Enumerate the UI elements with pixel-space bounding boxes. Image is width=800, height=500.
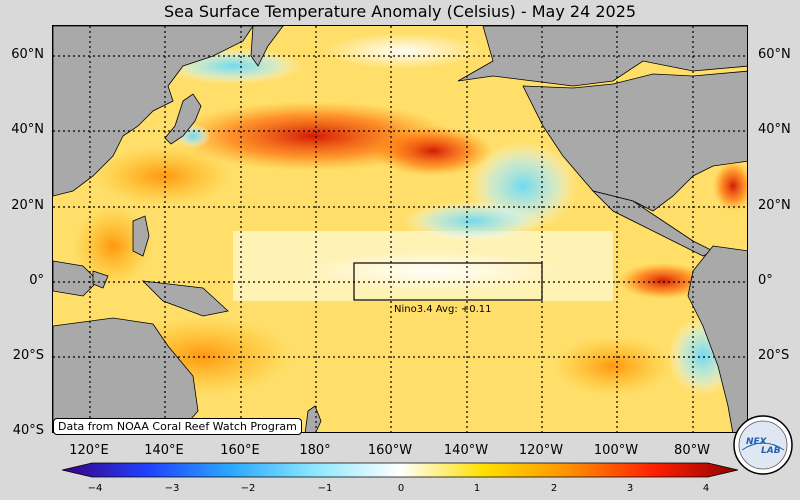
warm-anomaly-southeast [553,336,673,396]
lat-label-60n-left: 60°N [11,47,44,62]
data-source-note: Data from NOAA Coral Reef Watch Program [53,418,302,435]
hot-anomaly-central-north [373,126,493,176]
logo-orbit-arc [741,442,785,451]
hot-anomaly-east-pacific [618,263,708,299]
nino34-box[interactable] [353,262,543,301]
lat-label-20n-left: 20°N [11,198,44,213]
logo-text-lab: LAB [761,446,781,456]
logo-text-nex: NEX [746,437,768,447]
colorbar-tick-neg1: −1 [317,483,333,494]
land-philippines [132,215,150,257]
colorbar-tick-1: 1 [473,483,481,494]
nino34-label: Nino3.4 Avg: +0.11 [394,304,492,315]
graticule [53,26,747,432]
land-australia [53,317,199,432]
lon-label-100w: 100°W [593,443,639,458]
pale-anomaly-equator [303,251,563,291]
land-new-guinea [141,280,229,317]
lat-label-40n-right: 40°N [758,122,791,137]
lon-label-160w: 160°W [367,443,413,458]
lat-label-20n-right: 20°N [758,198,791,213]
colorbar [62,462,738,478]
colorbar-tick-3: 3 [626,483,634,494]
land-asia [53,26,254,197]
warm-anomaly-kuroshio [93,146,233,206]
land-sulawesi [92,270,109,289]
cool-anomaly-subtropical [403,201,543,241]
lat-label-20s-left: 20°S [12,348,44,363]
nexlab-logo[interactable]: NEX LAB [732,414,794,476]
land-new-zealand [304,405,322,432]
lon-label-140e: 140°E [144,443,184,458]
land-north-america [522,70,747,212]
land-south-america [687,245,747,432]
colorbar-tick-4: 4 [702,483,710,494]
lon-label-160e: 160°E [220,443,260,458]
map-title: Sea Surface Temperature Anomaly (Celsius… [163,2,637,21]
colorbar-tick-0: 0 [397,483,405,494]
colorbar-tick-neg4: −4 [87,483,103,494]
lon-label-120w: 120°W [518,443,564,458]
sst-anomaly-map[interactable]: Nino3.4 Avg: +0.11 [52,25,748,433]
logo-globe [738,420,788,470]
lat-label-eq-right: 0° [758,273,773,288]
colorbar-tick-2: 2 [550,483,558,494]
lat-label-eq-left: 0° [29,273,44,288]
lon-label-180: 180° [299,443,331,458]
lon-label-80w: 80°W [674,443,710,458]
lon-label-140w: 140°W [443,443,489,458]
land-alaska [457,26,747,87]
land-borneo [53,260,99,297]
land-masses [53,26,747,432]
lat-label-40s-left: 40°S [12,423,44,438]
colorbar-tick-neg2: −2 [240,483,256,494]
lon-label-120e: 120°E [69,443,109,458]
lat-label-60n-right: 60°N [758,47,791,62]
hot-anomaly-gulf [713,161,747,211]
lat-label-20s-right: 20°S [758,348,790,363]
pale-anomaly-bering [323,33,483,69]
colorbar-tick-neg3: −3 [164,483,180,494]
colorbar-bar [62,462,738,478]
lat-label-40n-left: 40°N [11,122,44,137]
